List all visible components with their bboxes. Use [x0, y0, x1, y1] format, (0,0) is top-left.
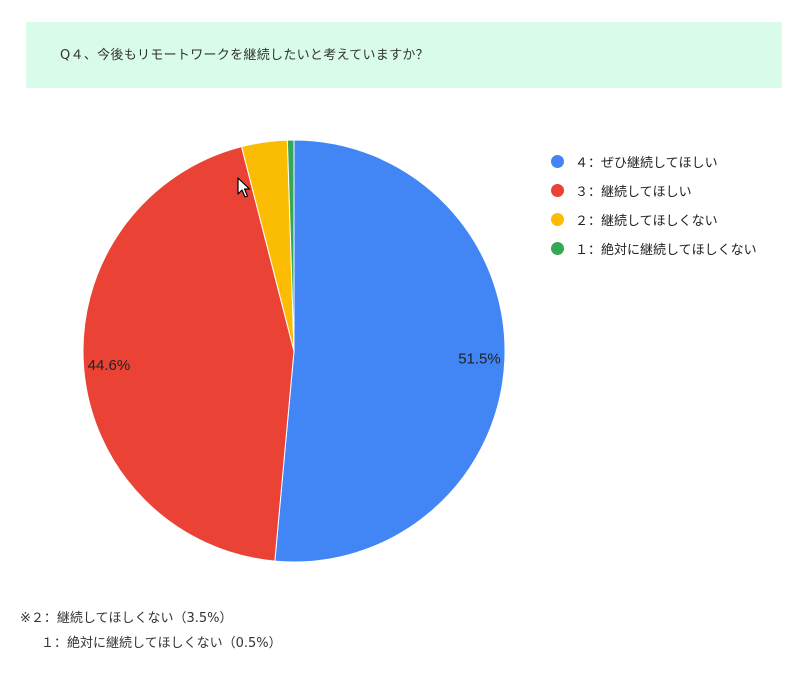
- question-text: Q４、今後もリモートワークを継続したいと考えていますか？: [60, 48, 429, 63]
- legend-label: １：絶対に継続してほしくない: [575, 242, 757, 258]
- pie-slice: [286, 139, 295, 352]
- legend-swatch: [551, 183, 564, 197]
- question-banner: Q４、今後もリモートワークを継続したいと考えていますか？: [26, 22, 782, 88]
- footnote-line: ※２：継続してほしくない（3.5%）: [20, 611, 233, 626]
- legend-label: ２：継続してほしくない: [575, 213, 718, 229]
- slice-value-label: 44.6%: [88, 357, 131, 374]
- legend-item: １：絶対に継続してほしくない: [551, 238, 757, 258]
- legend-label: ４：ぜひ継続してほしい: [575, 155, 718, 171]
- pie-slice-labels: 51.5% 44.6%: [88, 350, 501, 373]
- pie-slice: [82, 146, 295, 562]
- legend-swatch: [551, 241, 564, 255]
- pie-slices: [82, 139, 506, 563]
- chart-legend: ４：ぜひ継続してほしい ３：継続してほしい ２：継続してほしくない １：絶対に継続して…: [551, 151, 757, 267]
- legend-swatch: [551, 212, 564, 226]
- legend-swatch: [551, 154, 564, 168]
- slice-value-label: 51.5%: [458, 350, 501, 367]
- mouse-pointer-icon: [237, 177, 251, 198]
- legend-label: ３：継続してほしい: [575, 184, 692, 200]
- footnotes: ※２：継続してほしくない（3.5%） １：絶対に継続してほしくない（0.5%）: [20, 606, 282, 656]
- legend-item: ４：ぜひ継続してほしい: [551, 151, 757, 171]
- pie-slice: [274, 139, 506, 563]
- legend-item: ３：継続してほしい: [551, 180, 757, 200]
- footnote-line: １：絶対に継続してほしくない（0.5%）: [41, 636, 282, 651]
- legend-item: ２：継続してほしくない: [551, 209, 757, 229]
